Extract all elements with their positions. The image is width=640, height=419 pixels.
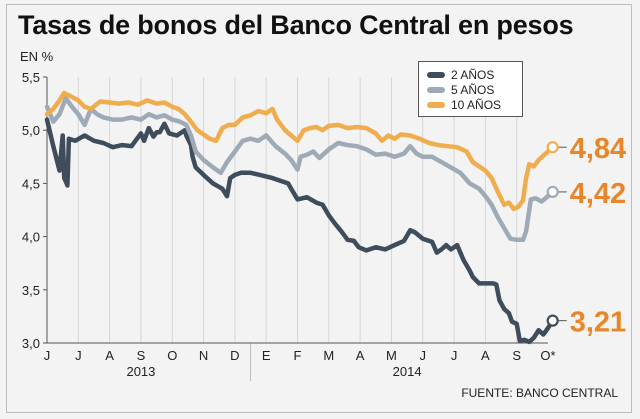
legend-item-2-anos: 2 AÑOS	[427, 67, 514, 82]
x-tick-label-3: S	[137, 348, 146, 363]
end-marker-1	[546, 185, 559, 199]
end-label-1: 4,42	[570, 178, 626, 210]
y-tick-label-0: 5,5	[22, 70, 40, 85]
year-label-2013: 2013	[126, 364, 155, 379]
x-tick-label-2: A	[105, 348, 114, 363]
x-tick-label-6: D	[230, 348, 239, 363]
source-note: FUENTE: BANCO CENTRAL	[461, 386, 618, 400]
end-label-layer: 3,21 4,42 4,84	[546, 133, 626, 339]
y-tick-label-4: 3,5	[22, 283, 40, 298]
end-label-0: 3,21	[570, 307, 626, 339]
x-tick-label-11: M	[386, 348, 397, 363]
legend-swatch-2-anos	[427, 71, 445, 78]
x-tick-label-8: F	[294, 348, 302, 363]
axis-layer: 5,5 5,0 4,5 4,0 3,5 3,0 J J A S O N D E F M A M J J A S O* 2013…	[22, 70, 556, 381]
series-layer	[44, 90, 555, 345]
y-tick-label-3: 4,0	[22, 230, 40, 245]
x-tick-label-4: O	[167, 348, 177, 363]
y-unit-label: EN %	[20, 49, 54, 64]
chart-title: Tasas de bonos del Banco Central en peso…	[18, 10, 574, 40]
legend-label-5-anos: 5 AÑOS	[451, 82, 495, 97]
x-tick-label-5: N	[199, 348, 208, 363]
series-line-2	[44, 90, 555, 212]
legend-item-5-anos: 5 AÑOS	[427, 82, 514, 97]
series-line-0	[44, 117, 555, 345]
legend-swatch-5-anos	[427, 86, 445, 93]
x-tick-label-13: J	[451, 348, 458, 363]
x-tick-label-15: S	[512, 348, 521, 363]
end-marker-0	[546, 314, 559, 327]
series-line-1	[44, 96, 555, 243]
year-label-2014: 2014	[393, 364, 422, 379]
y-tick-label-2: 4,5	[22, 176, 40, 191]
legend-swatch-10-anos	[427, 101, 445, 108]
chart-legend: 2 AÑOS 5 AÑOS 10 AÑOS	[418, 61, 523, 117]
x-tick-label-10: A	[356, 348, 365, 363]
y-tick-label-5: 3,0	[22, 336, 40, 351]
x-tick-label-1: J	[75, 348, 82, 363]
y-tick-label-1: 5,0	[22, 123, 40, 138]
legend-label-2-anos: 2 AÑOS	[451, 67, 495, 82]
x-tick-label-16: O*	[540, 348, 555, 363]
end-label-2: 4,84	[570, 133, 626, 165]
x-tick-label-12: J	[420, 348, 427, 363]
x-tick-label-9: M	[323, 348, 334, 363]
x-tick-label-7: E	[262, 348, 271, 363]
x-tick-label-0: J	[44, 348, 51, 363]
end-marker-2	[546, 141, 559, 154]
legend-item-10-anos: 10 AÑOS	[427, 97, 514, 112]
x-tick-label-14: A	[481, 348, 490, 363]
legend-label-10-anos: 10 AÑOS	[451, 97, 502, 112]
